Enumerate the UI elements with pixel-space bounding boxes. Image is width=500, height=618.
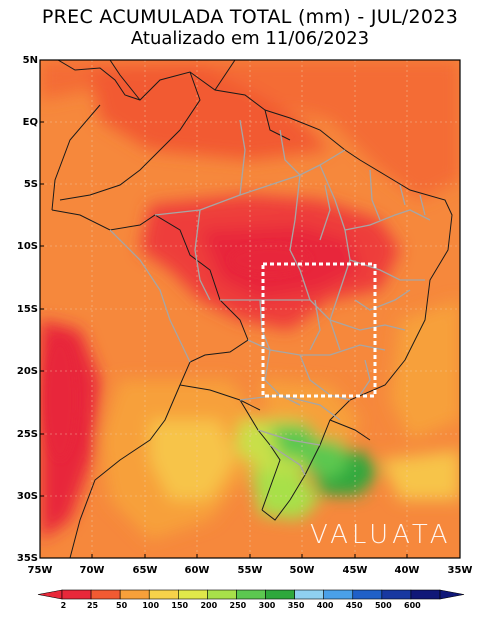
colorbar-swatch — [178, 589, 208, 600]
colorbar-label: 300 — [258, 601, 276, 610]
colorbar — [37, 589, 465, 600]
state-borders — [109, 119, 431, 476]
colorbar-swatch — [119, 589, 150, 600]
colorbar-label: 200 — [200, 601, 218, 610]
colorbar-swatch — [148, 589, 179, 600]
colorbar-label: 600 — [404, 601, 421, 610]
colorbar-label: 350 — [287, 601, 305, 610]
lon-label: 70W — [79, 565, 105, 576]
country-borders — [51, 60, 453, 558]
colorbar-label: 25 — [86, 601, 99, 610]
colorbar-swatch — [236, 589, 266, 600]
colorbar-swatch — [207, 589, 237, 600]
lon-label: 55W — [237, 565, 263, 576]
colorbar-swatch — [61, 589, 92, 600]
grid-lines — [40, 60, 460, 558]
lon-label: 65W — [132, 565, 158, 576]
lat-label: 30S — [16, 491, 38, 502]
colorbar-arrow-low — [37, 589, 63, 600]
colorbar-swatch — [352, 589, 383, 600]
colorbar-label: 50 — [116, 601, 128, 610]
colorbar-swatch — [265, 589, 295, 600]
lat-label: EQ — [22, 117, 38, 128]
lon-label: 35W — [447, 565, 473, 576]
precip-field — [40, 60, 460, 558]
colorbar-label: 150 — [171, 601, 189, 610]
axis-ticks — [40, 59, 408, 558]
lat-label: 15S — [16, 304, 38, 315]
colorbar-label: 2 — [60, 601, 67, 610]
colorbar-swatch — [381, 589, 412, 600]
colorbar-label: 450 — [345, 601, 363, 610]
lon-label: 60W — [184, 565, 210, 576]
lat-label: 5N — [22, 55, 38, 66]
colorbar-label: 250 — [229, 601, 247, 610]
highlight-box — [261, 262, 377, 398]
lat-label: 5S — [23, 179, 38, 190]
map-subtitle: Atualizado em 11/06/2023 — [130, 28, 370, 49]
colorbar-label: 400 — [316, 601, 334, 610]
lat-label: 10S — [16, 241, 38, 252]
lat-label: 25S — [16, 429, 38, 440]
map-title: PREC ACUMULADA TOTAL (mm) - JUL/2023 — [41, 6, 459, 28]
colorbar-swatch — [90, 589, 121, 600]
colorbar-swatch — [410, 589, 441, 600]
lon-label: 75W — [27, 565, 53, 576]
lon-label: 40W — [394, 565, 420, 576]
lat-label: 20S — [16, 366, 38, 377]
colorbar-arrow-high — [439, 589, 465, 600]
colorbar-swatch — [294, 589, 324, 600]
colorbar-label: 500 — [374, 601, 392, 610]
colorbar-label: 100 — [142, 601, 160, 610]
brand-watermark: VALUATA — [310, 520, 452, 550]
colorbar-swatch — [323, 589, 354, 600]
lon-label: 45W — [342, 565, 368, 576]
lon-label: 50W — [289, 565, 315, 576]
lat-label: 35S — [16, 553, 38, 564]
